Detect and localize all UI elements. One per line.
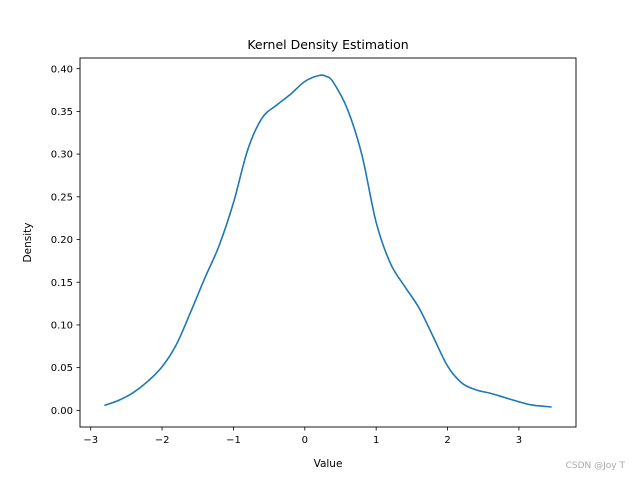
y-tick-label: 0.10 bbox=[51, 321, 73, 332]
plot-background bbox=[80, 58, 576, 427]
y-axis-label: Density bbox=[22, 223, 34, 263]
x-tick-label: −2 bbox=[155, 435, 170, 446]
y-tick-label: 0.15 bbox=[51, 278, 73, 289]
y-axis-ticks: 0.00 0.05 0.10 0.15 0.20 0.25 0.30 0.35 0.40 bbox=[51, 64, 80, 417]
x-tick-label: 3 bbox=[516, 435, 522, 446]
y-tick-label: 0.00 bbox=[51, 406, 73, 417]
y-tick-label: 0.20 bbox=[51, 235, 73, 246]
y-tick-label: 0.35 bbox=[51, 107, 73, 118]
x-tick-label: 1 bbox=[373, 435, 379, 446]
x-tick-label: −1 bbox=[226, 435, 241, 446]
x-tick-label: 0 bbox=[302, 435, 308, 446]
chart-title: Kernel Density Estimation bbox=[247, 37, 408, 52]
x-axis-ticks: −3 −2 −1 0 1 2 3 bbox=[83, 427, 522, 446]
y-tick-label: 0.25 bbox=[51, 192, 73, 203]
watermark: CSDN @Joy T bbox=[565, 461, 625, 471]
y-tick-label: 0.05 bbox=[51, 363, 73, 374]
x-tick-label: 2 bbox=[444, 435, 450, 446]
x-axis-label: Value bbox=[314, 458, 343, 470]
kde-curve bbox=[104, 74, 552, 408]
plot-frame bbox=[79, 57, 577, 428]
y-tick-label: 0.40 bbox=[51, 64, 73, 75]
y-tick-label: 0.30 bbox=[51, 150, 73, 161]
x-tick-label: −3 bbox=[83, 435, 98, 446]
